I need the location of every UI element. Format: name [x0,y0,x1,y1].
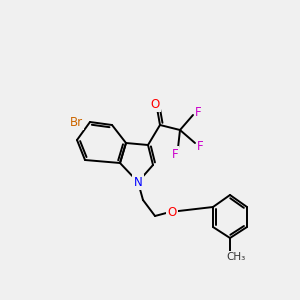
Text: N: N [134,176,142,188]
Text: O: O [167,206,177,218]
Text: CH₃: CH₃ [226,252,246,262]
Text: F: F [197,140,203,152]
Text: F: F [195,106,201,118]
Text: O: O [150,98,160,110]
Text: F: F [172,148,178,160]
Text: Br: Br [69,116,82,128]
